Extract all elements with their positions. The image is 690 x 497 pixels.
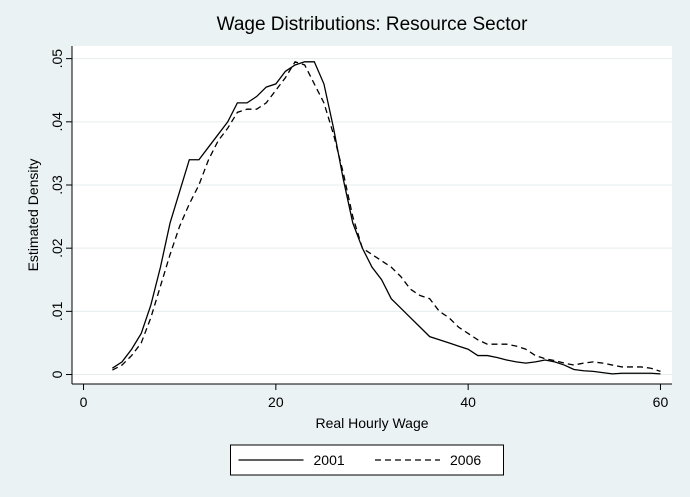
x-tick-label: 0 <box>80 394 88 410</box>
series-line <box>112 61 661 372</box>
y-tick-label: .02 <box>49 238 65 258</box>
series-line <box>112 61 661 375</box>
y-axis-label: Estimated Density <box>25 159 41 272</box>
legend-label: 2006 <box>450 452 481 468</box>
y-tick-label: 0 <box>49 370 65 378</box>
y-tick-label: .01 <box>49 301 65 321</box>
x-tick-label: 60 <box>653 394 669 410</box>
x-tick-label: 40 <box>460 394 476 410</box>
y-tick-label: .03 <box>49 175 65 195</box>
x-axis-label: Real Hourly Wage <box>315 415 428 431</box>
chart-title: Wage Distributions: Resource Sector <box>217 14 528 35</box>
y-tick-label: .05 <box>49 49 65 69</box>
x-tick-label: 20 <box>268 394 284 410</box>
y-tick-label: .04 <box>49 112 65 132</box>
plot-area <box>72 46 672 384</box>
legend-label: 2001 <box>314 452 345 468</box>
